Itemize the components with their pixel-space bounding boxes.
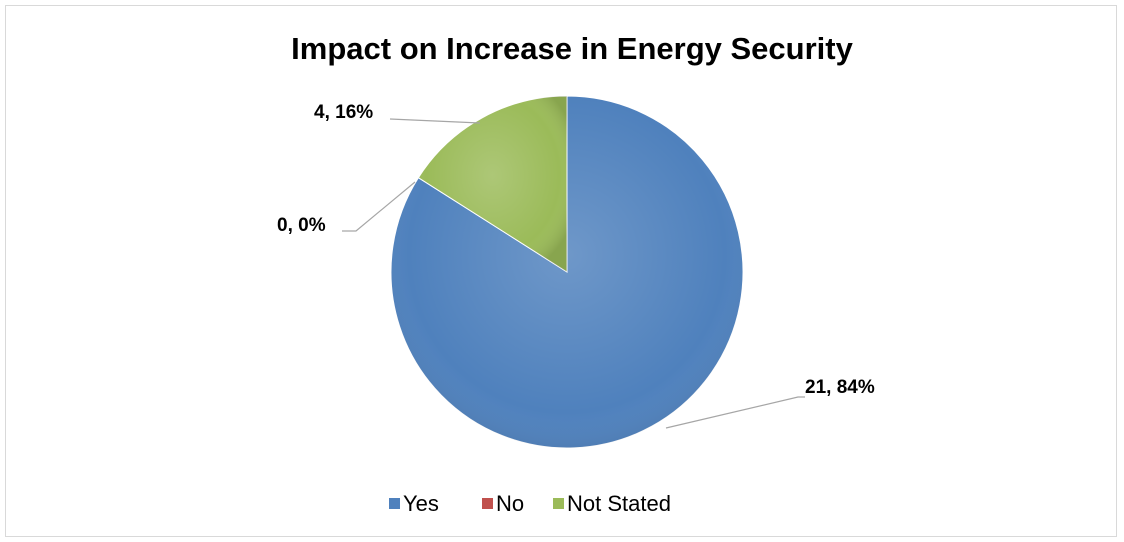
chart-title: Impact on Increase in Energy Security (291, 31, 853, 66)
data-labels: 21, 84% 0, 0% 4, 16% (277, 102, 875, 398)
legend-swatch-no (482, 498, 493, 509)
legend-swatch-not-stated (553, 498, 564, 509)
legend: Yes No Not Stated (389, 491, 671, 516)
data-label-no: 0, 0% (277, 215, 326, 236)
leader-line-yes (665, 396, 805, 429)
leader-lines (342, 118, 805, 429)
legend-label-not-stated: Not Stated (567, 491, 671, 516)
legend-swatch-yes (389, 498, 400, 509)
data-label-not-stated: 4, 16% (314, 102, 373, 123)
legend-label-yes: Yes (403, 491, 439, 516)
data-label-yes: 21, 84% (805, 377, 875, 398)
leader-line-not-stated (389, 118, 481, 124)
legend-label-no: No (496, 491, 524, 516)
leader-line-no (342, 181, 416, 232)
pie-slices (390, 95, 744, 449)
pie-slice-shading-not-stated (418, 95, 567, 272)
